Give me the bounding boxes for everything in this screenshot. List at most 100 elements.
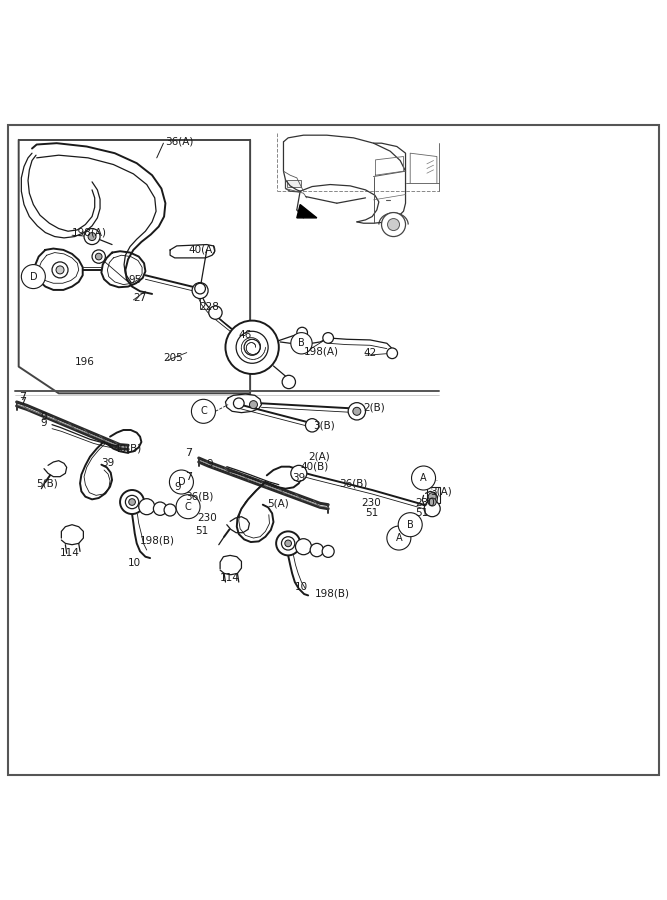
- Text: 230: 230: [197, 513, 217, 523]
- Text: 230: 230: [415, 499, 435, 508]
- Circle shape: [125, 495, 139, 508]
- Text: 228: 228: [199, 302, 219, 312]
- Circle shape: [297, 328, 307, 338]
- Text: C: C: [185, 501, 191, 512]
- Circle shape: [291, 465, 307, 482]
- Text: 10: 10: [295, 581, 308, 591]
- Circle shape: [322, 545, 334, 557]
- Polygon shape: [297, 204, 317, 218]
- Bar: [287, 180, 301, 186]
- Circle shape: [233, 398, 244, 409]
- Text: 51: 51: [366, 508, 379, 518]
- Circle shape: [348, 402, 366, 420]
- Text: 36(B): 36(B): [185, 491, 214, 501]
- Circle shape: [387, 348, 398, 358]
- Circle shape: [88, 232, 96, 240]
- Circle shape: [388, 219, 400, 230]
- Text: 36(B): 36(B): [339, 479, 368, 489]
- Circle shape: [310, 544, 323, 557]
- Circle shape: [176, 495, 200, 518]
- Text: 230: 230: [362, 499, 382, 508]
- Circle shape: [428, 498, 436, 506]
- Text: 51: 51: [195, 526, 208, 536]
- Circle shape: [387, 526, 411, 550]
- Circle shape: [92, 250, 105, 263]
- Text: D: D: [29, 272, 37, 282]
- Circle shape: [52, 262, 68, 278]
- Text: 95: 95: [128, 274, 141, 285]
- Circle shape: [412, 466, 436, 490]
- Text: D: D: [177, 477, 185, 487]
- Circle shape: [276, 531, 300, 555]
- Text: 3(A): 3(A): [430, 486, 452, 497]
- Text: 7: 7: [185, 448, 193, 458]
- Text: 9: 9: [175, 482, 181, 492]
- Circle shape: [323, 333, 334, 343]
- Text: 2(B): 2(B): [364, 402, 386, 412]
- Text: 27: 27: [133, 292, 147, 303]
- Text: 114: 114: [60, 548, 80, 558]
- Text: 205: 205: [163, 353, 183, 363]
- Circle shape: [192, 283, 208, 299]
- Circle shape: [424, 500, 440, 517]
- Circle shape: [209, 306, 222, 319]
- Circle shape: [236, 331, 268, 364]
- Text: 2(A): 2(A): [308, 452, 330, 462]
- Text: B: B: [298, 338, 305, 348]
- Circle shape: [129, 499, 135, 506]
- Circle shape: [191, 400, 215, 423]
- Circle shape: [95, 253, 102, 260]
- Text: 46: 46: [239, 330, 252, 340]
- Text: 9: 9: [40, 411, 47, 421]
- Text: 114: 114: [220, 573, 240, 583]
- Text: 5(A): 5(A): [267, 499, 289, 508]
- Circle shape: [84, 229, 100, 245]
- Circle shape: [153, 502, 167, 516]
- Text: 36(A): 36(A): [165, 137, 194, 147]
- Circle shape: [305, 418, 319, 432]
- Text: 9: 9: [40, 418, 47, 428]
- Circle shape: [398, 513, 422, 536]
- Circle shape: [382, 212, 406, 237]
- Bar: [427, 487, 440, 503]
- Circle shape: [244, 339, 260, 356]
- Text: C: C: [200, 406, 207, 417]
- Circle shape: [169, 470, 193, 494]
- Circle shape: [21, 265, 45, 289]
- Text: A: A: [420, 473, 427, 483]
- Circle shape: [291, 333, 312, 354]
- Text: 40(A): 40(A): [188, 245, 216, 255]
- Text: 198(B): 198(B): [140, 535, 175, 545]
- Circle shape: [139, 499, 155, 515]
- Circle shape: [428, 492, 436, 500]
- Circle shape: [295, 539, 311, 554]
- Circle shape: [56, 266, 64, 274]
- Circle shape: [249, 400, 257, 409]
- Text: 3(B): 3(B): [313, 421, 336, 431]
- Text: 198(A): 198(A): [72, 228, 107, 238]
- Circle shape: [353, 408, 361, 415]
- Circle shape: [285, 540, 291, 546]
- Text: 7: 7: [19, 392, 26, 401]
- Text: 42: 42: [364, 348, 377, 358]
- Text: 10: 10: [128, 558, 141, 569]
- Text: 196: 196: [75, 357, 95, 367]
- Text: 40(B): 40(B): [113, 444, 141, 454]
- Circle shape: [195, 284, 205, 294]
- Text: 39: 39: [101, 458, 115, 468]
- Circle shape: [164, 504, 176, 516]
- Text: 9: 9: [207, 459, 213, 469]
- Text: 51: 51: [415, 508, 428, 518]
- Text: 7: 7: [19, 397, 26, 407]
- Text: B: B: [407, 519, 414, 530]
- Circle shape: [281, 536, 295, 550]
- Text: 198(A): 198(A): [303, 346, 338, 356]
- Text: 198(B): 198(B): [315, 589, 350, 598]
- Circle shape: [120, 490, 144, 514]
- Text: 40(B): 40(B): [300, 462, 328, 472]
- Text: 7: 7: [185, 472, 193, 482]
- Circle shape: [225, 320, 279, 374]
- Text: A: A: [396, 533, 402, 543]
- Text: 5(B): 5(B): [37, 479, 59, 489]
- Text: 39: 39: [292, 473, 305, 483]
